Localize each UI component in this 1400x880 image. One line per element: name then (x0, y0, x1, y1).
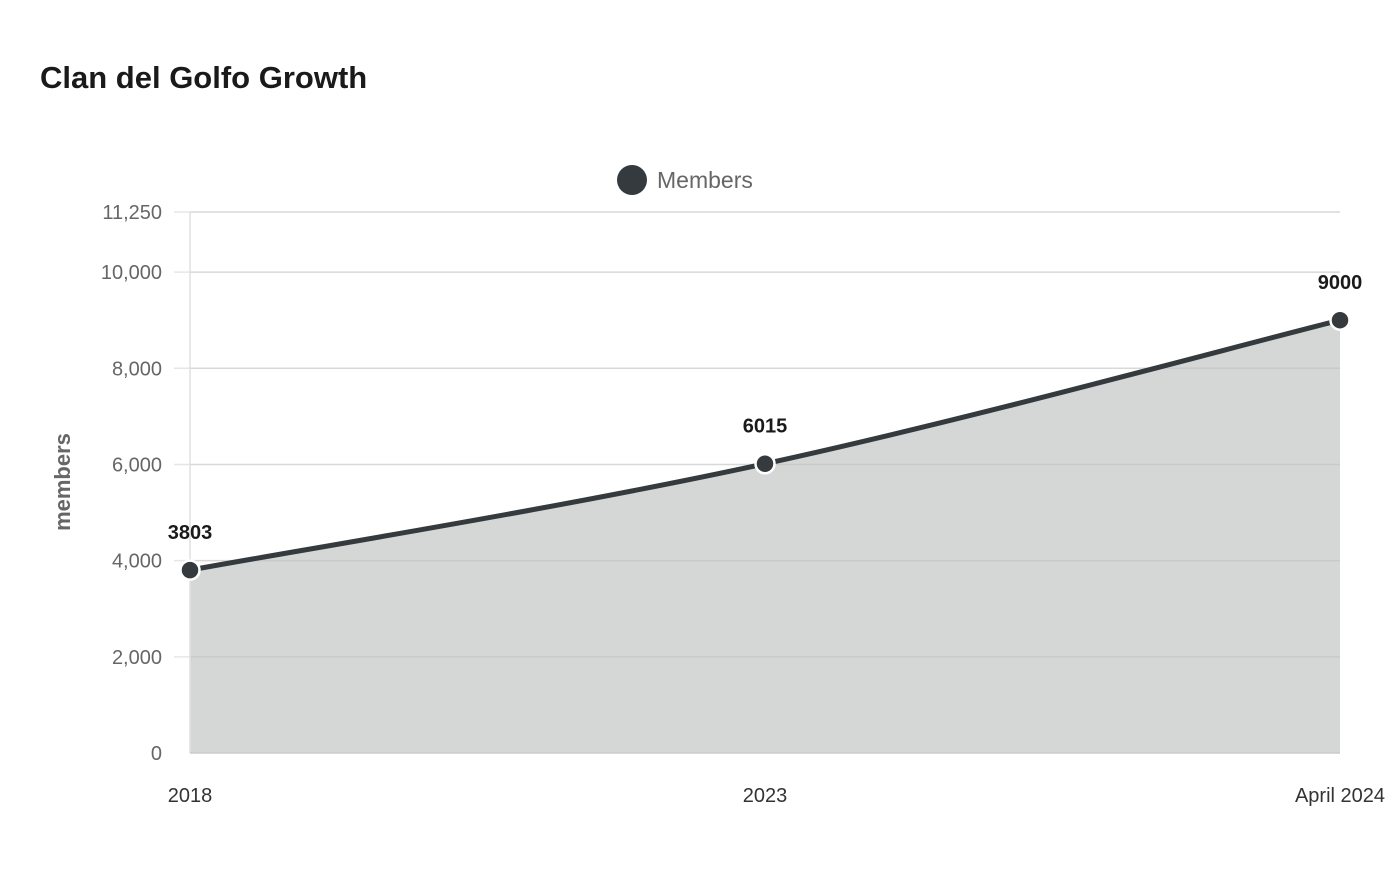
y-tick-label: 10,000 (101, 262, 162, 284)
x-tick-label: April 2024 (1295, 785, 1385, 807)
legend-label-members[interactable]: Members (657, 167, 753, 193)
series-area (190, 211, 1340, 753)
data-label: 9000 (1318, 272, 1363, 294)
y-tick-label: 0 (151, 743, 162, 765)
y-tick-label: 4,000 (112, 551, 162, 573)
y-tick-label: 2,000 (112, 647, 162, 669)
axes: 0 2,000 4,000 6,000 8,000 10,000 11,250 2018 202… (101, 202, 1385, 807)
legend-swatch-members[interactable] (617, 165, 647, 195)
data-points[interactable] (179, 309, 1351, 581)
data-point[interactable] (1329, 309, 1351, 331)
x-tick-label: 2023 (743, 785, 788, 807)
data-labels: 3803 6015 9000 (168, 272, 1363, 544)
y-tick-label: 8,000 (112, 358, 162, 380)
data-point[interactable] (179, 559, 201, 581)
legend[interactable]: Members (617, 165, 753, 195)
y-axis-title: members (50, 433, 75, 531)
data-label: 3803 (168, 522, 213, 544)
y-tick-label: 6,000 (112, 454, 162, 476)
x-tick-label: 2018 (168, 785, 213, 807)
area-fill-members (190, 320, 1340, 753)
chart-title: Clan del Golfo Growth (40, 60, 368, 95)
data-label: 6015 (743, 416, 788, 438)
data-point[interactable] (754, 452, 776, 475)
y-tick-label: 11,250 (102, 202, 162, 224)
